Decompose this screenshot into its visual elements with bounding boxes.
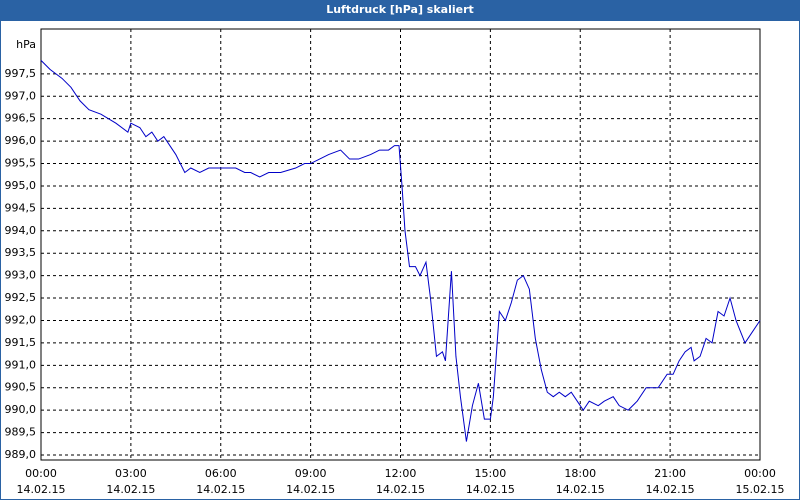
x-tick-label: 00:00 14.02.15 xyxy=(17,467,66,496)
y-tick-label: 997,0 xyxy=(5,89,37,102)
y-axis-label: hPa xyxy=(16,38,36,51)
y-tick-label: 997,5 xyxy=(5,67,37,80)
x-tick-label: 09:00 14.02.15 xyxy=(286,467,335,496)
y-tick-label: 995,0 xyxy=(5,179,37,192)
x-tick-label: 18:00 14.02.15 xyxy=(556,467,605,496)
x-tick-label: 00:00 15.02.15 xyxy=(736,467,785,496)
y-tick-label: 990,5 xyxy=(5,381,37,394)
y-tick-label: 994,0 xyxy=(5,224,37,237)
y-tick-label: 989,0 xyxy=(5,448,37,461)
y-tick-label: 994,5 xyxy=(5,201,37,214)
x-tick-label: 03:00 14.02.15 xyxy=(106,467,155,496)
y-tick-label: 992,5 xyxy=(5,291,37,304)
plot-area xyxy=(40,28,761,461)
x-tick-label: 15:00 14.02.15 xyxy=(466,467,515,496)
x-tick-label: 12:00 14.02.15 xyxy=(376,467,425,496)
x-tick-label: 06:00 14.02.15 xyxy=(196,467,245,496)
x-tick-label: 21:00 14.02.15 xyxy=(646,467,695,496)
y-tick-label: 991,5 xyxy=(5,336,37,349)
y-tick-label: 995,5 xyxy=(5,157,37,170)
title-bar xyxy=(0,0,800,20)
y-tick-label: 990,0 xyxy=(5,403,37,416)
y-tick-label: 989,5 xyxy=(5,426,37,439)
chart-title: Luftdruck [hPa] skaliert xyxy=(326,3,474,16)
y-tick-label: 996,5 xyxy=(5,112,37,125)
y-tick-label: 996,0 xyxy=(5,134,37,147)
line-series xyxy=(40,60,761,442)
y-tick-label: 992,0 xyxy=(5,313,37,326)
y-tick-label: 993,0 xyxy=(5,269,37,282)
y-tick-label: 991,0 xyxy=(5,358,37,371)
y-tick-label: 993,5 xyxy=(5,246,37,259)
